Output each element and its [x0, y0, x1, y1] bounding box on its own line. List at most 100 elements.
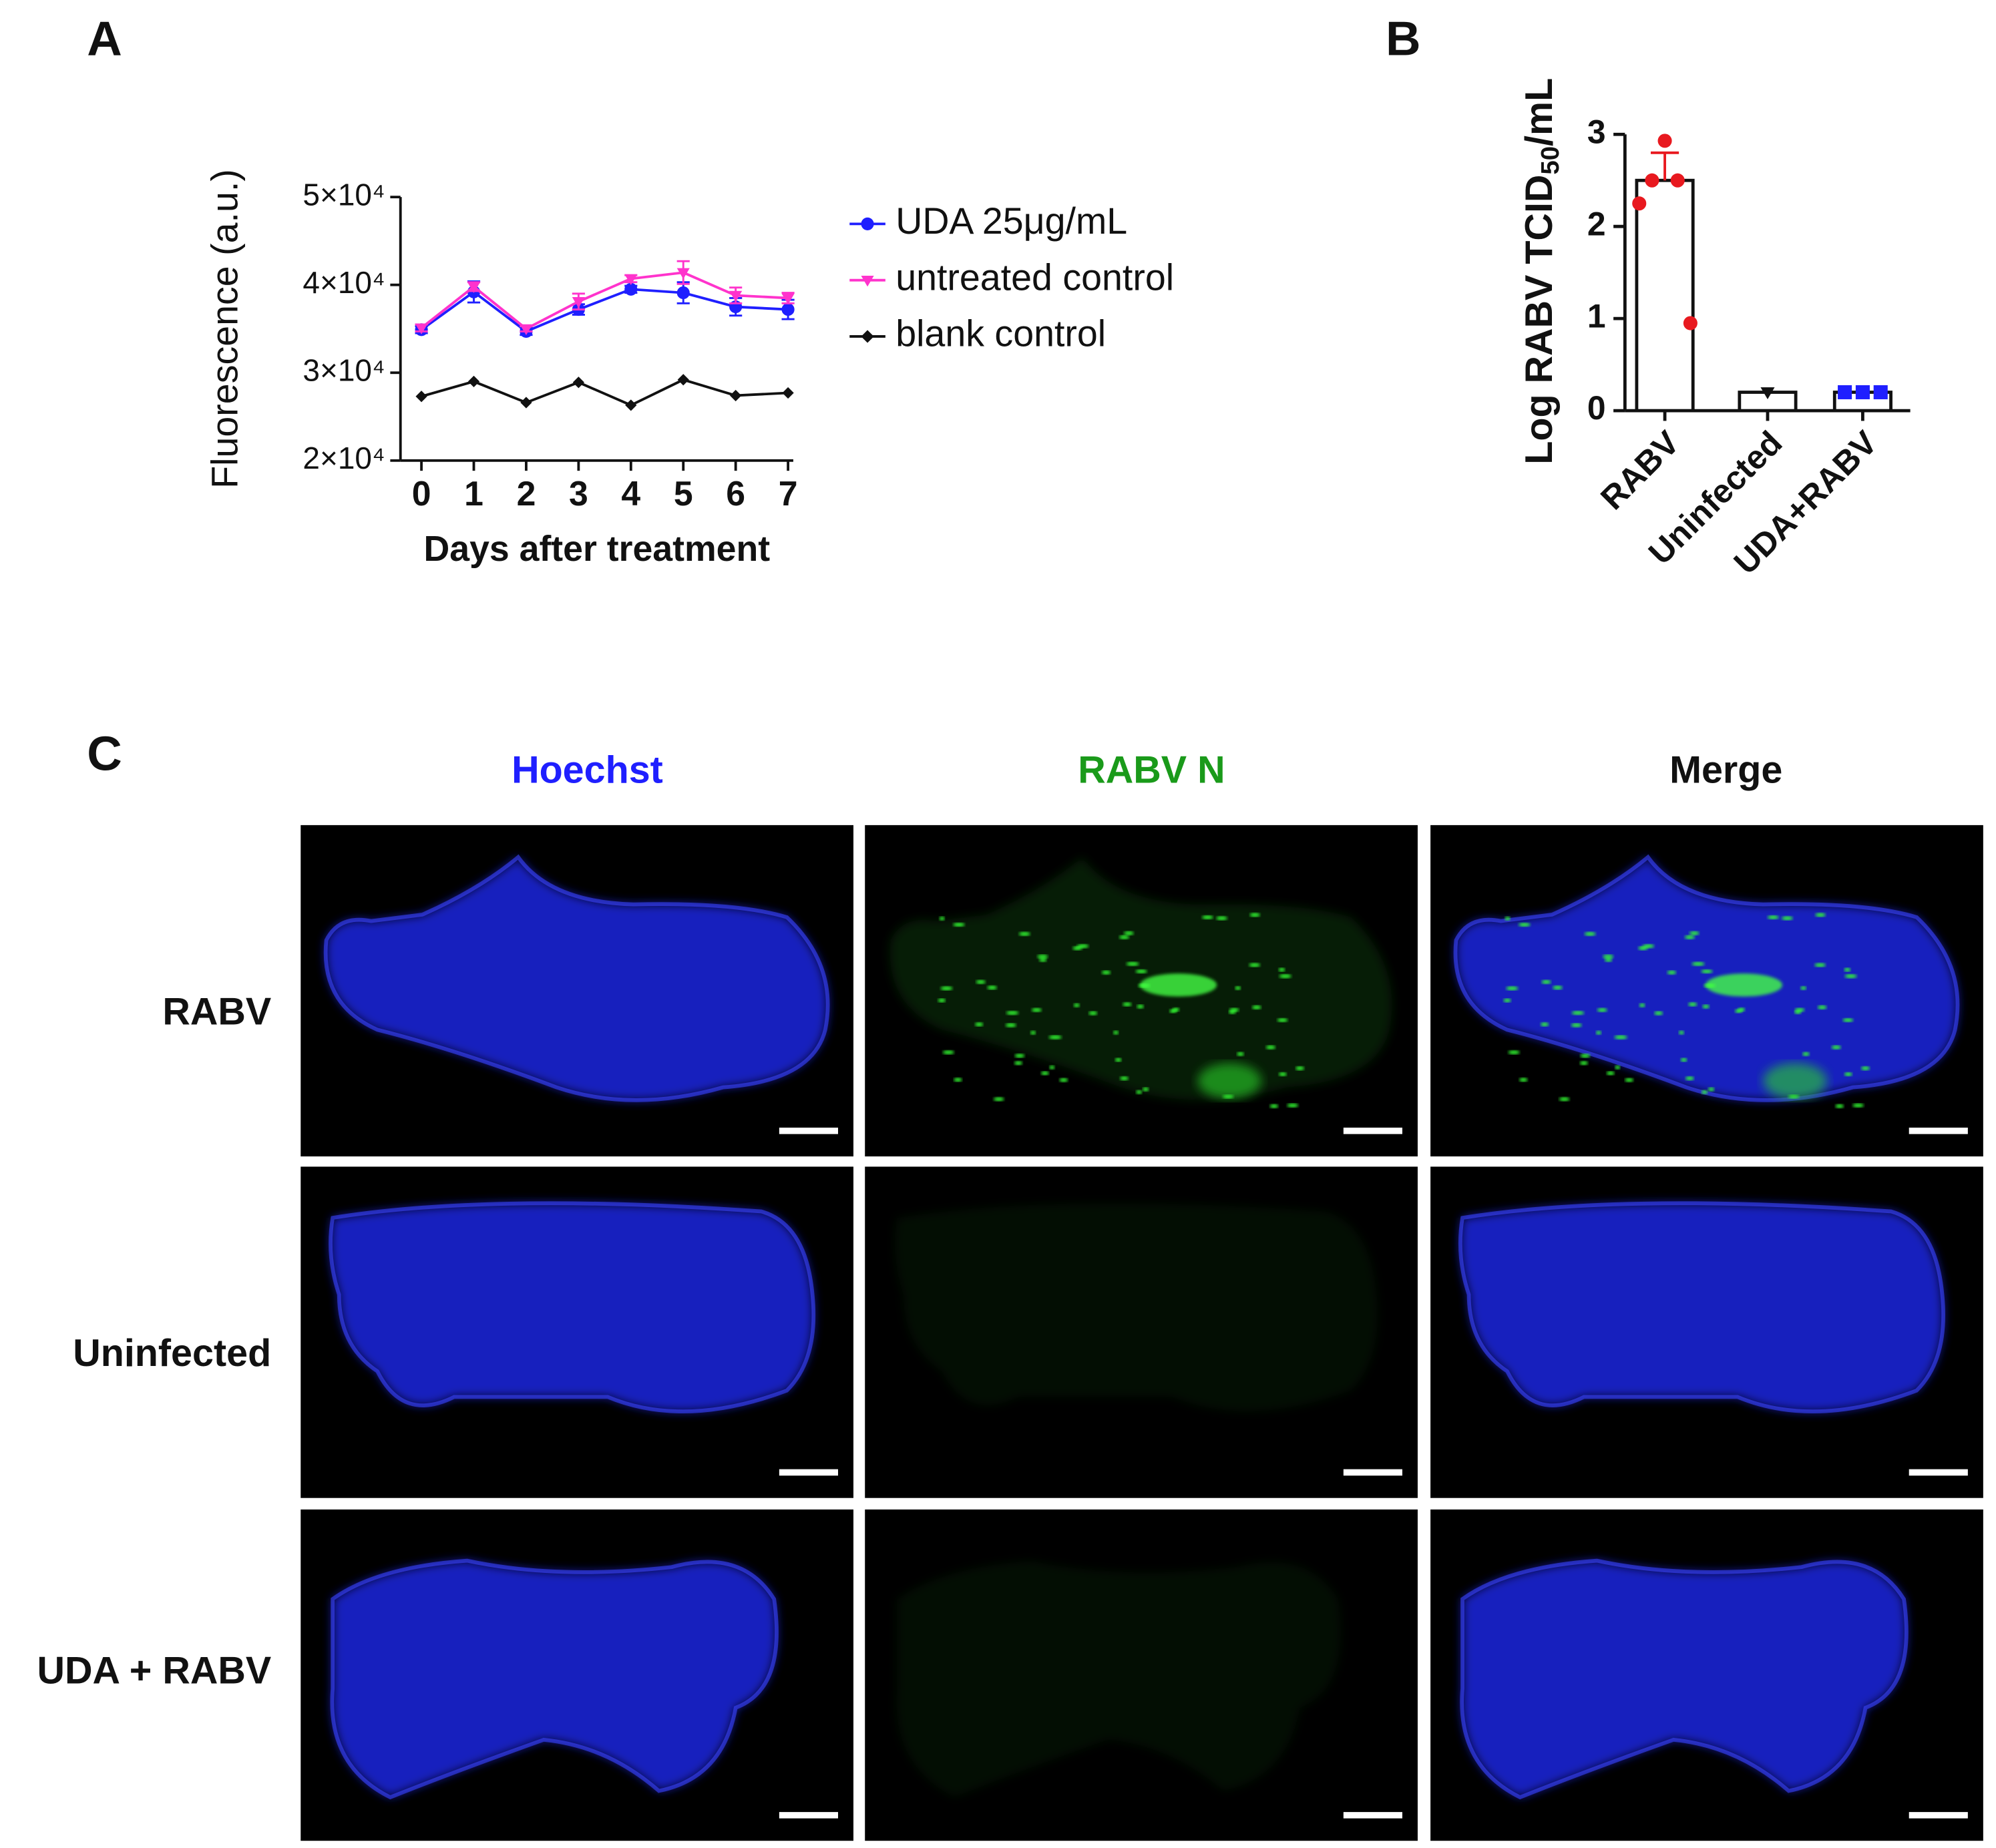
fluorescence-cluster: [1706, 973, 1783, 997]
fluorescence-spot: [1844, 967, 1851, 972]
data-point: [782, 387, 794, 399]
fluorescence-spot: [1216, 916, 1227, 921]
y-tick-label: 5×10⁴: [303, 177, 385, 212]
fluorescence-spot: [1018, 932, 1030, 936]
y-axis-label-part: /mL: [1518, 78, 1561, 146]
data-point: [676, 286, 690, 300]
data-point: [415, 391, 427, 403]
fluorescence-spot: [1685, 1076, 1694, 1081]
fluorescence-spot: [1006, 1011, 1019, 1015]
data-point: [624, 274, 638, 286]
fluorescence-spot: [1817, 1005, 1827, 1009]
y-axis-label: Log RABV TCID50/mL: [1518, 78, 1565, 465]
fluorescence-spot: [1287, 1103, 1298, 1108]
x-tick-label: 1: [464, 474, 483, 513]
fluorescence-spot: [1802, 1052, 1810, 1056]
column-header: RABV N: [1078, 749, 1225, 792]
fluorescence-spot: [1702, 1004, 1710, 1009]
fluorescence-spot: [1688, 1002, 1698, 1007]
fluorescence-spot: [1614, 1035, 1627, 1040]
legend-marker: [861, 330, 874, 343]
series-line: [421, 378, 789, 407]
fluorescence-spot: [1040, 1071, 1049, 1076]
legend-label: UDA 25μg/mL: [895, 200, 1127, 242]
fluorescence-spot: [1237, 1052, 1244, 1056]
fluorescence-spot: [1800, 986, 1806, 990]
fluorescence-spot: [1279, 974, 1291, 979]
tissue: [894, 1203, 1402, 1476]
fluorescence-spot: [1691, 961, 1705, 966]
legend-marker: [861, 217, 874, 230]
fluorescence-spot: [1642, 944, 1655, 948]
fluorescence-spot: [942, 1050, 954, 1055]
fluorescence-spot: [1088, 1011, 1098, 1015]
fluorescence-spot: [987, 985, 997, 990]
fluorescence-spot: [1852, 1103, 1864, 1108]
data-point: [520, 324, 533, 336]
fluorescence-spot: [1508, 1050, 1520, 1055]
fluorescence-cluster: [1197, 1063, 1262, 1099]
fluorescence-spot: [1119, 935, 1129, 939]
fluorescence-spot: [976, 979, 986, 984]
data-point: [1873, 385, 1888, 400]
fluorescence-spot: [1136, 1090, 1143, 1094]
fluorescence-spot: [1835, 1104, 1844, 1108]
x-tick-label: 2: [517, 474, 536, 513]
data-point: [467, 282, 481, 293]
x-tick-label: RABV: [1593, 424, 1686, 517]
panel-label: A: [87, 12, 122, 66]
fluorescence-spot: [1059, 1078, 1068, 1082]
y-tick-label: 2×10⁴: [303, 441, 385, 475]
panel-label: B: [1386, 12, 1421, 66]
fluorescence-spot: [1137, 1004, 1144, 1009]
fluorescence-spot: [1684, 935, 1695, 939]
x-axis-label: Days after treatment: [424, 529, 771, 569]
fluorescence-spot: [1506, 986, 1519, 991]
x-tick-label: 5: [674, 474, 693, 513]
fluorescence-spot: [1595, 1031, 1601, 1035]
tissue-texture: [1460, 1558, 1909, 1800]
fluorescence-spot: [1844, 1072, 1852, 1076]
fluorescence-spot: [1861, 1066, 1870, 1070]
fluorescence-spot: [1039, 957, 1047, 962]
y-tick-label: 3: [1587, 113, 1606, 150]
data-point: [1645, 173, 1659, 188]
x-tick-label: 6: [726, 474, 745, 513]
data-point: [1683, 316, 1698, 330]
tissue-hoechst: [1455, 857, 1958, 1100]
tissue: [329, 1201, 838, 1476]
fluorescence-spot: [1738, 1007, 1746, 1012]
data-point: [1657, 134, 1672, 148]
data-point: [625, 399, 637, 411]
fluorescence-spot: [1505, 917, 1511, 921]
tissue-hoechst: [1462, 1560, 1907, 1798]
fluorescence-spot: [1679, 1030, 1684, 1035]
fluorescence-spot: [1235, 986, 1241, 990]
tissue-texture: [1453, 854, 1960, 1102]
fluorescence-spot: [1249, 963, 1260, 967]
legend-label: untreated control: [895, 256, 1174, 298]
y-tick-label: 2: [1587, 205, 1606, 242]
fluorescence-spot: [1559, 1097, 1570, 1102]
y-tick-label: 1: [1587, 297, 1606, 334]
fluorescence-spot: [1073, 1003, 1080, 1007]
data-point: [572, 296, 585, 308]
fluorescence-spot: [1049, 1065, 1055, 1070]
fluorescence-spot: [1597, 1008, 1607, 1012]
fluorescence-spot: [1123, 1002, 1132, 1007]
fluorescence-spot: [1113, 1030, 1119, 1035]
fluorescence-cluster: [1140, 973, 1217, 997]
fluorescence-spot: [1120, 1076, 1129, 1081]
tissue-texture: [329, 1201, 816, 1413]
tissue-hoechst: [332, 1560, 777, 1798]
fluorescence-spot: [1625, 1078, 1633, 1082]
column-header: Merge: [1669, 749, 1782, 792]
fluorescence-spot: [954, 1078, 962, 1082]
fluorescence-spot: [1571, 1023, 1582, 1027]
tissue-texture: [330, 1558, 779, 1800]
fluorescence-spot: [975, 1022, 984, 1027]
fluorescence-spot: [1014, 1054, 1025, 1058]
data-point: [520, 397, 532, 409]
fluorescence-spot: [1519, 923, 1531, 927]
